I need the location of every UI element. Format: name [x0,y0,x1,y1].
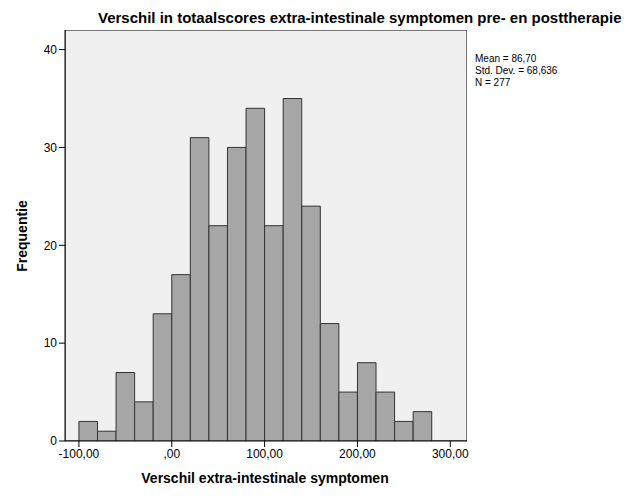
html-text:Std. Dev. = 68,636: Std. Dev. = 68,636 [475,65,558,76]
svg-text:10: 10 [44,336,58,350]
html-text:Verschil extra-intestinale sym: Verschil extra-intestinale symptomen [141,470,389,486]
svg-text:20: 20 [44,239,58,253]
svg-text:30: 30 [44,141,58,155]
svg-text:200,00: 200,00 [339,447,376,461]
svg-text:300,00: 300,00 [432,447,469,461]
html-text:N = 277: N = 277 [475,77,511,88]
html-text:Verschil in totaalscores extra: Verschil in totaalscores extra-intestina… [98,9,622,26]
svg-text:40: 40 [44,43,58,57]
svg-text:,00: ,00 [163,447,180,461]
svg-text:0: 0 [50,434,57,448]
svg-text:-100,00: -100,00 [59,447,100,461]
html-text:Mean = 86,70: Mean = 86,70 [475,53,537,64]
svg-text:100,00: 100,00 [246,447,283,461]
html-text:Frequentie: Frequentie [14,200,30,272]
